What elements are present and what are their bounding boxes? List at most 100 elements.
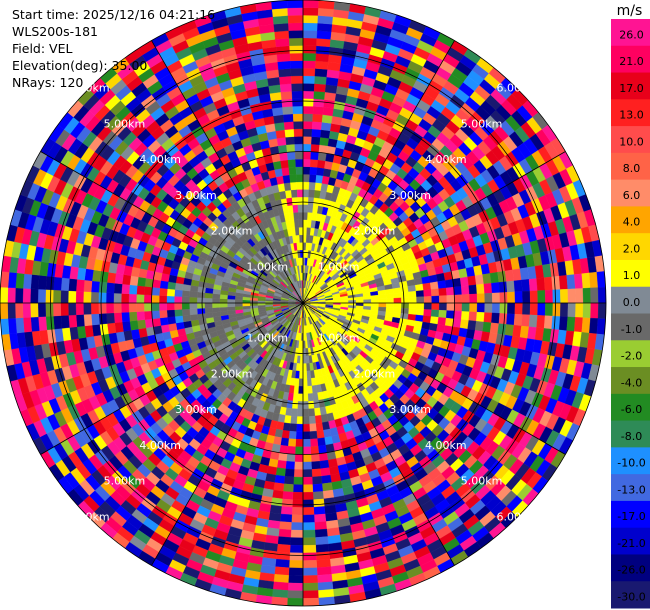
velocity-gate — [316, 30, 332, 40]
velocity-gate — [302, 174, 310, 183]
velocity-gate — [279, 513, 293, 523]
velocity-gate — [302, 355, 307, 364]
velocity-gate — [522, 302, 531, 316]
velocity-gate — [590, 302, 599, 319]
velocity-gate — [408, 290, 417, 298]
velocity-gate — [302, 544, 317, 554]
velocity-gate — [53, 315, 63, 330]
velocity-gate — [430, 316, 439, 325]
velocity-gate — [446, 294, 455, 304]
velocity-gate — [302, 128, 313, 137]
velocity-gate — [313, 498, 325, 508]
velocity-gate — [423, 296, 432, 304]
velocity-gate — [105, 292, 115, 304]
velocity-gate — [291, 196, 299, 206]
velocity-gate — [160, 324, 170, 334]
velocity-gate — [288, 166, 297, 176]
velocity-gate — [321, 114, 333, 124]
velocity-gate — [560, 288, 569, 304]
velocity-gate — [22, 288, 31, 304]
colorbar-tick-label: 17.0 — [619, 82, 644, 95]
velocity-gate — [302, 143, 312, 152]
velocity-gate — [298, 211, 304, 220]
velocity-gate — [483, 312, 493, 323]
velocity-gate — [385, 293, 394, 299]
velocity-gate — [280, 159, 289, 169]
velocity-gate — [597, 302, 607, 320]
velocity-gate — [302, 431, 311, 440]
velocity-gate — [219, 302, 228, 308]
velocity-gate — [83, 291, 92, 304]
velocity-gate — [317, 437, 326, 447]
velocity-gate — [14, 287, 24, 304]
velocity-gate — [272, 489, 284, 500]
velocity-gate — [38, 316, 48, 331]
velocity-gate — [122, 274, 132, 285]
velocity-gate — [151, 302, 160, 312]
velocity-gate — [302, 75, 316, 84]
velocity-gate — [363, 302, 372, 307]
field-text: Field: VEL — [12, 41, 73, 56]
velocity-gate — [299, 242, 304, 251]
velocity-gate — [296, 242, 301, 251]
velocity-gate — [536, 315, 546, 329]
velocity-gate — [314, 415, 323, 424]
velocity-gate — [283, 476, 295, 485]
velocity-gate — [543, 276, 553, 291]
velocity-gate — [143, 302, 152, 312]
velocity-gate — [53, 276, 63, 291]
velocity-gate — [311, 468, 322, 478]
velocity-gate — [152, 317, 162, 327]
velocity-gate — [491, 312, 500, 324]
velocity-gate — [286, 143, 296, 153]
velocity-gate — [322, 489, 334, 500]
velocity-gate — [277, 536, 291, 546]
velocity-gate — [302, 476, 313, 485]
velocity-gate — [292, 105, 304, 115]
velocity-gate — [575, 288, 584, 304]
velocity-gate — [489, 322, 500, 334]
velocity-gate — [306, 363, 311, 372]
velocity-gate — [289, 423, 297, 432]
velocity-gate — [99, 323, 109, 336]
velocity-gate — [129, 320, 139, 331]
velocity-gate — [323, 99, 336, 109]
range-ring-label: 5.00km — [461, 475, 503, 488]
velocity-gate — [438, 309, 447, 319]
velocity-gate — [219, 306, 228, 312]
velocity-gate — [98, 281, 108, 293]
velocity-gate — [143, 294, 152, 304]
velocity-gate — [302, 68, 316, 77]
velocity-gate — [386, 298, 395, 304]
velocity-gate — [274, 122, 285, 132]
velocity-gate — [290, 181, 298, 191]
velocity-gate — [551, 275, 561, 291]
velocity-gate — [431, 302, 440, 311]
velocity-gate — [274, 168, 284, 178]
velocity-gate — [313, 91, 326, 100]
velocity-gate — [122, 321, 132, 332]
velocity-gate — [302, 348, 306, 357]
range-ring-label: 1.00km — [318, 332, 360, 345]
velocity-gate — [151, 310, 161, 320]
velocity-gate — [321, 482, 333, 492]
velocity-gate — [30, 316, 40, 332]
velocity-gate — [313, 407, 321, 417]
velocity-gate — [574, 273, 584, 289]
velocity-gate — [309, 174, 317, 183]
velocity-gate — [306, 370, 312, 379]
velocity-gate — [416, 302, 425, 310]
velocity-gate — [489, 272, 500, 284]
velocity-gate — [98, 302, 107, 314]
velocity-gate — [106, 322, 117, 334]
velocity-gate — [136, 311, 145, 321]
velocity-gate — [302, 37, 318, 46]
velocity-gate — [314, 521, 327, 531]
velocity-gate — [296, 174, 304, 183]
nrays-text: NRays: 120 — [12, 75, 84, 90]
colorbar-tick-label: 2.0 — [623, 242, 641, 255]
velocity-gate — [310, 445, 320, 455]
velocity-gate — [317, 152, 327, 162]
velocity-gate — [121, 311, 130, 323]
velocity-gate — [293, 469, 304, 478]
